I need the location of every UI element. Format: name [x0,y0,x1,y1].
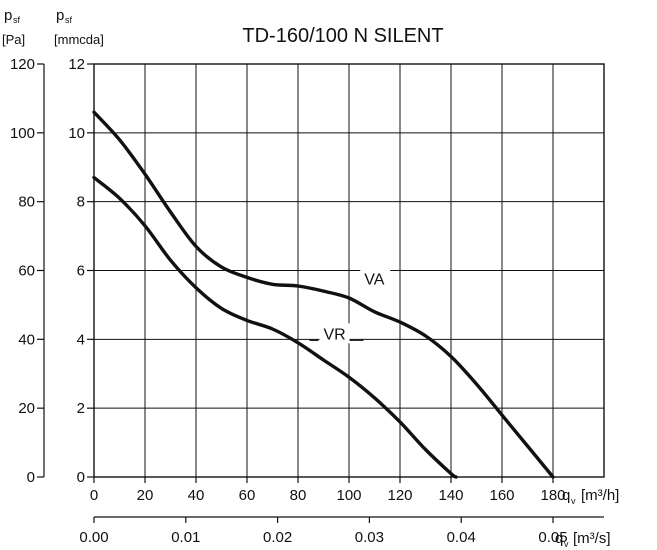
x-axis-secondary-subscript: v [564,539,569,549]
pa-tick-label: 0 [27,469,35,486]
series-label-va: VA [364,271,384,288]
series-layer: VA VR [92,110,555,479]
x-tick-label: 140 [438,487,463,504]
right-axis-unit: [mmcda] [54,32,104,47]
x-axis-unit: [m³/h] [581,487,619,504]
left-axis-unit: [Pa] [2,32,25,47]
x-secondary-tick-label: 0.00 [79,529,108,546]
x-secondary-tick-label: 0.03 [355,529,384,546]
mmcda-tick-label: 8 [77,194,85,211]
x-tick-label: 60 [239,487,256,504]
x-axis-secondary-symbol: q [555,530,563,547]
pa-tick-label: 80 [18,194,35,211]
left-axis-subscript: sf [13,15,21,25]
left-axis-symbol: p [4,7,12,24]
series-label-background [360,268,391,289]
labels-layer: TD-160/100 N SILENT p sf [Pa] p sf [mmcd… [2,7,619,549]
series-label-background [319,323,350,344]
x-tick-label: 160 [489,487,514,504]
plot-frame [37,63,605,523]
x-secondary-tick-label: 0.04 [447,529,476,546]
x-secondary-tick-label: 0.05 [538,529,567,546]
mmcda-tick-label: 4 [77,331,85,348]
x-tick-label: 180 [540,487,565,504]
grid [94,64,604,477]
x-axis-secondary-unit: [m³/s] [573,530,611,547]
pa-tick-label: 40 [18,331,35,348]
right-axis-symbol: p [56,7,64,24]
x-tick-label: 0 [90,487,98,504]
pa-tick-label: 120 [10,56,35,73]
mmcda-tick-label: 2 [77,400,85,417]
series-line-vr [92,175,458,479]
x-axis-symbol: q [562,487,570,504]
x-axis-subscript: v [571,496,576,506]
mmcda-tick-label: 10 [68,125,85,142]
mmcda-tick-label: 0 [77,469,85,486]
series-label-vr: VR [324,326,346,343]
x-tick-label: 120 [387,487,412,504]
x-secondary-tick-label: 0.02 [263,529,292,546]
mmcda-tick-label: 12 [68,56,85,73]
x-tick-label: 80 [290,487,307,504]
mmcda-tick-label: 6 [77,263,85,280]
series-line-va [92,110,555,479]
x-secondary-tick-label: 0.01 [171,529,200,546]
x-tick-label: 100 [336,487,361,504]
pa-tick-label: 20 [18,400,35,417]
right-axis-subscript: sf [65,15,73,25]
chart-title: TD-160/100 N SILENT [242,25,443,47]
pa-tick-label: 60 [18,263,35,280]
pa-tick-label: 100 [10,125,35,142]
x-tick-label: 40 [188,487,205,504]
x-tick-label: 20 [137,487,154,504]
